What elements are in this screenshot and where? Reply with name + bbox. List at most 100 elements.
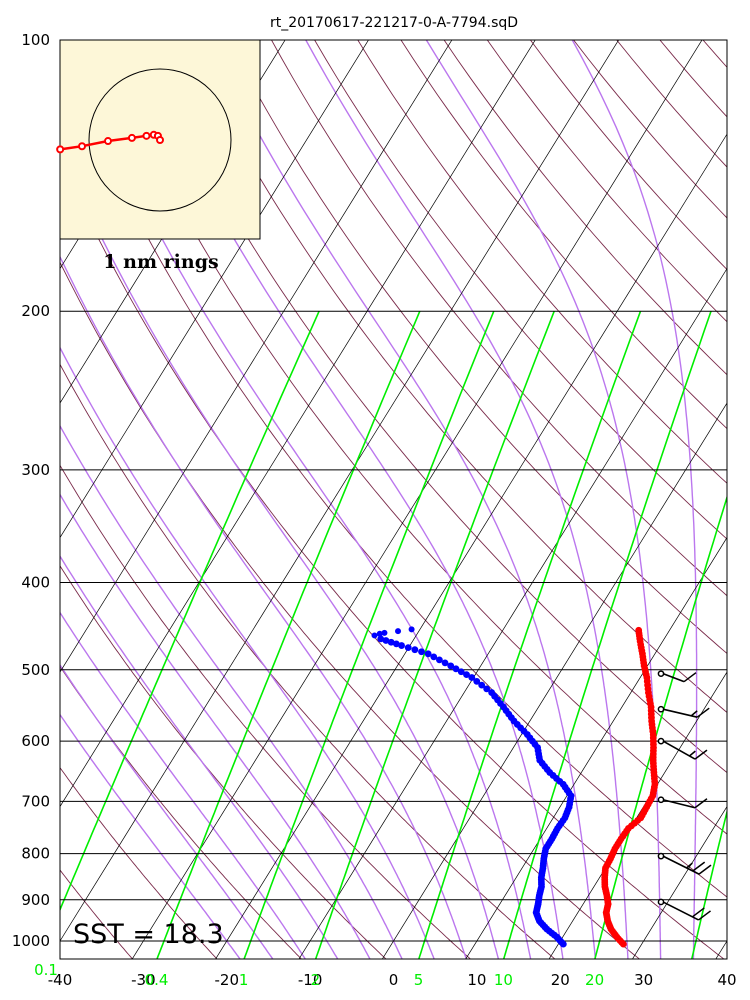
dry-adiabat-line: [729, 20, 750, 964]
pressure-tick-label: 400: [21, 573, 50, 591]
dewpoint-point: [488, 689, 496, 696]
wind-barb-half-flag: [690, 710, 698, 717]
dry-adiabat-line: [98, 40, 727, 835]
mixing-ratio-tick-label: 20: [585, 971, 604, 989]
dewpoint-point: [457, 668, 465, 676]
temperature-tick-label: 20: [551, 971, 570, 989]
wind-barb: [657, 737, 708, 760]
dewpoint-point: [463, 671, 470, 679]
wind-barb-staff: [662, 740, 696, 760]
wind-barb-station: [657, 796, 665, 804]
temperature-tick-label: 40: [717, 971, 736, 989]
dry-adiabat-line: [486, 40, 727, 323]
temperature-axis: -40 -30 -20 -10 0 10 20 30 40: [48, 971, 737, 989]
dewpoint-point: [468, 674, 476, 681]
plot-frame: [59, 39, 728, 960]
hodograph-point: [156, 136, 164, 144]
wind-barb-half-flag: [685, 862, 693, 869]
sst-label: SST = 18.3: [73, 919, 224, 950]
mixing-ratio-lines: [60, 310, 727, 959]
pressure-tick-label: 600: [21, 732, 50, 750]
dewpoint-point: [392, 640, 400, 648]
isotherm-line: [548, 671, 727, 959]
temperature-tick-label: -40: [48, 971, 73, 989]
isotherm-line: [632, 805, 727, 959]
wind-barb-flag: [698, 910, 711, 921]
temperature-tick-label: -30: [131, 971, 156, 989]
wind-barbs: [657, 670, 712, 921]
dewpoint-point: [408, 626, 415, 633]
mixing-ratio-line: [690, 808, 727, 959]
wind-barb-half-flag: [688, 750, 696, 757]
pressure-tick-label: 500: [21, 661, 50, 679]
temperature-tick-label: 10: [467, 971, 486, 989]
dry-adiabat-line: [400, 40, 727, 430]
pressure-tick-label: 200: [21, 302, 50, 320]
dry-adiabat-line: [616, 40, 727, 168]
dewpoint-point: [447, 662, 455, 670]
mixing-ratio-tick-label: 0.1: [34, 961, 58, 979]
dewpoint-point: [418, 648, 425, 656]
dry-adiabat-line: [659, 40, 727, 118]
dewpoint-point: [404, 644, 412, 652]
dewpoint-point: [398, 642, 405, 649]
dry-adiabat-line: [357, 40, 727, 484]
dewpoint-point: [382, 637, 390, 644]
mixing-ratio-tick-label: 5: [414, 971, 424, 989]
dewpoint-point: [377, 635, 385, 643]
dry-adiabat-line: [270, 40, 727, 597]
hodograph-point: [78, 142, 86, 151]
dewpoint-point: [430, 653, 438, 661]
isotherm-line: [215, 133, 727, 959]
mixing-ratio-line: [60, 310, 320, 912]
wind-barb-flag: [696, 707, 710, 718]
dewpoint-point: [381, 629, 388, 636]
dry-adiabat-line: [0, 20, 52, 964]
mixing-ratio-tick-label: 1: [239, 971, 249, 989]
wind-barb-flag: [694, 749, 708, 760]
temperature-tick-label: -20: [215, 971, 240, 989]
moist-adiabat-line: [209, 40, 597, 959]
hodograph-trace: [56, 130, 164, 154]
dewpoint-point: [371, 632, 378, 639]
mixing-ratio-line: [314, 310, 555, 959]
dewpoint-point: [387, 638, 395, 646]
dry-adiabat-line: [443, 40, 727, 376]
wind-barb-station: [657, 670, 665, 678]
hodograph-ring: [88, 68, 232, 212]
mixing-ratio-line: [418, 310, 642, 959]
dewpoint-point: [483, 685, 491, 693]
mixing-ratio-line: [502, 310, 712, 959]
chart-title: rt_20170617-221217-0-A-7794.sqD: [270, 15, 518, 31]
dewpoint-profile: [371, 626, 575, 948]
mixing-ratio-tick-label: 0.4: [145, 971, 169, 989]
wind-barb-flag: [698, 864, 712, 875]
pressure-tick-label: 800: [21, 845, 50, 863]
temperature-tick-label: 0: [389, 971, 399, 989]
temperature-profile: [601, 626, 659, 948]
dewpoint-point: [395, 628, 402, 635]
wind-barb: [657, 852, 712, 875]
pressure-tick-label: 700: [21, 792, 50, 810]
dewpoint-point: [441, 659, 449, 667]
pressure-tick-label: 100: [21, 31, 50, 49]
wind-barb-flag: [683, 672, 697, 683]
dry-adiabat-line: [141, 40, 727, 774]
hodograph-point: [127, 133, 136, 142]
wind-barb-station: [657, 705, 665, 713]
dewpoint-point: [478, 681, 486, 689]
mixing-ratio-axis: 0.1 0.4 1 2 5 10 20: [34, 961, 604, 989]
hodograph-point: [142, 131, 151, 140]
hodograph-point: [104, 137, 112, 146]
wind-barb-staff: [662, 798, 696, 809]
isotherm-line: [381, 402, 727, 959]
pressure-tick-label: 300: [21, 461, 50, 479]
wind-barb-station: [657, 852, 665, 860]
pressure-axis: 100 200 300 400 500 600 700 800 900 1000: [12, 31, 50, 950]
dry-adiabat-line: [227, 40, 727, 655]
wind-barb-flag: [691, 907, 705, 918]
temperature-tick-label: -10: [298, 971, 323, 989]
pressure-tick-label: 1000: [12, 932, 50, 950]
isotherm-line: [60, 40, 620, 942]
